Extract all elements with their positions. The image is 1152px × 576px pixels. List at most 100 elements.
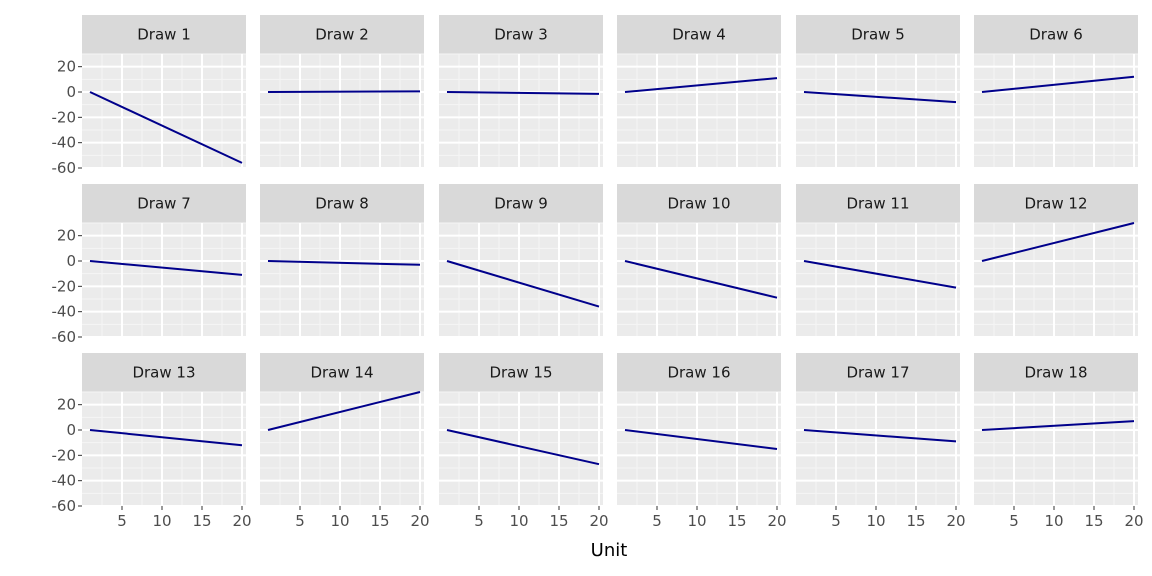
series-line bbox=[89, 429, 243, 447]
facet-strip bbox=[439, 184, 603, 223]
facet-strip-label: Draw 14 bbox=[310, 364, 373, 382]
facet-strip-label: Draw 12 bbox=[1024, 195, 1087, 213]
x-tick-label: 5 bbox=[1009, 512, 1019, 530]
facet-strip bbox=[82, 353, 246, 392]
x-tick-label: 20 bbox=[589, 512, 608, 530]
x-tick-label: 10 bbox=[330, 512, 349, 530]
x-tick-label: 20 bbox=[946, 512, 965, 530]
series-line bbox=[803, 260, 957, 289]
x-tick-label: 5 bbox=[295, 512, 305, 530]
x-tick-label: 5 bbox=[831, 512, 841, 530]
facet-panel: Draw 1 bbox=[82, 15, 246, 169]
facet-strip bbox=[260, 15, 424, 54]
facet-strip-label: Draw 11 bbox=[846, 195, 909, 213]
x-tick-label: 5 bbox=[474, 512, 484, 530]
facet-strip-label: Draw 5 bbox=[851, 26, 905, 44]
facet-strip-label: Draw 8 bbox=[315, 195, 369, 213]
y-tick-label: -20 bbox=[52, 446, 77, 464]
panel-background bbox=[260, 54, 424, 168]
y-tick-label: -40 bbox=[52, 472, 77, 490]
facet-strip bbox=[974, 184, 1138, 223]
panel-background bbox=[260, 392, 424, 506]
series-line bbox=[803, 429, 957, 443]
facet-strip-label: Draw 1 bbox=[137, 26, 191, 44]
facet-strip-label: Draw 13 bbox=[132, 364, 195, 382]
series-line bbox=[981, 420, 1135, 431]
facet-panel: Draw 3 bbox=[439, 15, 603, 169]
x-axis-title: Unit bbox=[591, 540, 628, 561]
facet-strip-label: Draw 9 bbox=[494, 195, 548, 213]
facet-strip-label: Draw 3 bbox=[494, 26, 548, 44]
panels-layer: Draw 1 Draw 2 Draw 3 Draw 4 Draw 5 Draw 6 Draw… bbox=[82, 15, 1138, 507]
panel-background bbox=[439, 392, 603, 506]
y-tick-label: -60 bbox=[52, 328, 77, 346]
x-tick-label: 15 bbox=[1084, 512, 1103, 530]
facet-panel: Draw 13 bbox=[82, 353, 246, 507]
facet-strip bbox=[974, 353, 1138, 392]
facet-panel: Draw 7 bbox=[82, 184, 246, 338]
panel-background bbox=[617, 54, 781, 168]
y-axis: 20 0 -20 -40 -60 20 0 -20 -40 -60 20 0 -20 -40 -60 bbox=[52, 58, 82, 515]
x-tick-label: 5 bbox=[652, 512, 662, 530]
facet-strip bbox=[617, 353, 781, 392]
series-line bbox=[267, 391, 421, 431]
panel-background bbox=[974, 54, 1138, 168]
y-tick-label: 0 bbox=[66, 83, 76, 101]
x-tick-label: 10 bbox=[866, 512, 885, 530]
series-line bbox=[981, 75, 1135, 93]
facet-strip-label: Draw 15 bbox=[489, 364, 552, 382]
panel-background bbox=[974, 392, 1138, 506]
panel-background bbox=[796, 223, 960, 337]
y-tick-label: 20 bbox=[57, 396, 76, 414]
facet-panel: Draw 17 bbox=[796, 353, 960, 507]
series-line bbox=[267, 90, 421, 93]
facet-strip bbox=[260, 353, 424, 392]
panel-background bbox=[82, 392, 246, 506]
facet-panel: Draw 2 bbox=[260, 15, 424, 169]
facet-strip bbox=[974, 15, 1138, 54]
panel-background bbox=[82, 223, 246, 337]
facet-panel: Draw 16 bbox=[617, 353, 781, 507]
x-tick-label: 15 bbox=[906, 512, 925, 530]
x-tick-label: 10 bbox=[152, 512, 171, 530]
x-tick-label: 10 bbox=[1044, 512, 1063, 530]
facet-strip bbox=[439, 353, 603, 392]
x-tick-label: 15 bbox=[370, 512, 389, 530]
y-tick-label: -40 bbox=[52, 134, 77, 152]
series-line bbox=[267, 260, 421, 266]
x-tick-label: 15 bbox=[192, 512, 211, 530]
facet-strip bbox=[796, 353, 960, 392]
facet-panel: Draw 9 bbox=[439, 184, 603, 338]
x-tick-label: 15 bbox=[727, 512, 746, 530]
facet-strip-label: Draw 7 bbox=[137, 195, 191, 213]
facet-strip bbox=[796, 15, 960, 54]
y-tick-label: -20 bbox=[52, 108, 77, 126]
y-tick-label: -20 bbox=[52, 277, 77, 295]
facet-strip-label: Draw 2 bbox=[315, 26, 369, 44]
facet-strip-label: Draw 6 bbox=[1029, 26, 1083, 44]
facet-strip-label: Draw 17 bbox=[846, 364, 909, 382]
facet-strip bbox=[796, 184, 960, 223]
x-tick-label: 15 bbox=[549, 512, 568, 530]
series-line bbox=[624, 77, 778, 93]
facet-strip bbox=[82, 184, 246, 223]
panel-background bbox=[439, 223, 603, 337]
series-line bbox=[624, 429, 778, 450]
y-tick-label: 20 bbox=[57, 227, 76, 245]
y-tick-label: -40 bbox=[52, 303, 77, 321]
series-line bbox=[446, 91, 600, 95]
facet-panel: Draw 15 bbox=[439, 353, 603, 507]
x-tick-label: 5 bbox=[117, 512, 127, 530]
y-tick-label: 20 bbox=[57, 58, 76, 76]
panel-background bbox=[82, 54, 246, 168]
series-line bbox=[446, 260, 600, 308]
facet-strip-label: Draw 4 bbox=[672, 26, 726, 44]
facet-strip bbox=[260, 184, 424, 223]
x-tick-label: 10 bbox=[509, 512, 528, 530]
x-tick-label: 20 bbox=[767, 512, 786, 530]
facet-panel: Draw 8 bbox=[260, 184, 424, 338]
x-tick-label: 20 bbox=[232, 512, 251, 530]
panel-background bbox=[260, 223, 424, 337]
series-line bbox=[803, 91, 957, 104]
